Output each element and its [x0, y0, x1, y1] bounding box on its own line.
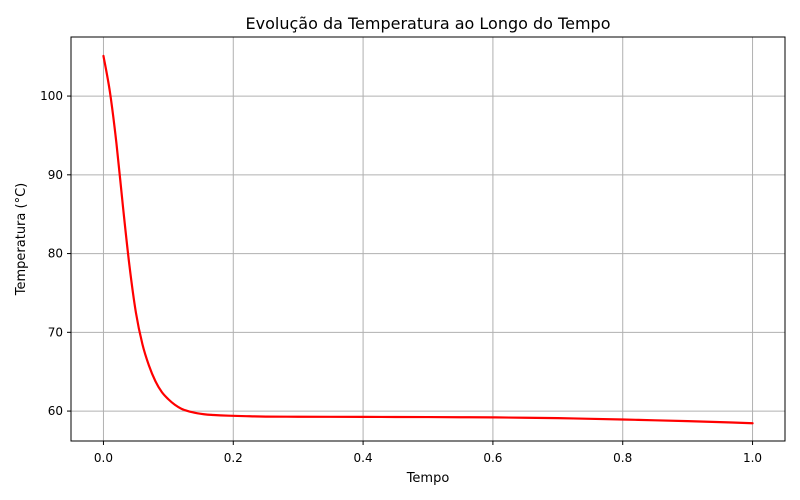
y-axis-label: Temperatura (°C) — [14, 183, 29, 296]
x-axis-ticks: 0.0 0.2 0.4 0.6 0.8 1.0 — [94, 441, 762, 465]
x-tick-label: 0.4 — [354, 451, 373, 465]
series — [102, 54, 754, 425]
y-tick-label: 90 — [48, 168, 63, 182]
x-tick-label: 0.6 — [483, 451, 502, 465]
y-axis-ticks: 60 70 80 90 100 — [40, 89, 71, 418]
grid — [71, 37, 785, 441]
y-tick-label: 100 — [40, 89, 63, 103]
x-tick-label: 1.0 — [743, 451, 762, 465]
x-tick-label: 0.0 — [94, 451, 113, 465]
x-tick-label: 0.8 — [613, 451, 632, 465]
y-tick-label: 80 — [48, 247, 63, 261]
temperature-line — [102, 54, 754, 425]
y-tick-label: 60 — [48, 404, 63, 418]
x-axis-label: Tempo — [406, 471, 450, 486]
y-tick-label: 70 — [48, 325, 63, 339]
chart-title: Evolução da Temperatura ao Longo do Temp… — [246, 14, 611, 33]
x-tick-label: 0.2 — [224, 451, 243, 465]
plot-area-frame — [70, 36, 786, 442]
